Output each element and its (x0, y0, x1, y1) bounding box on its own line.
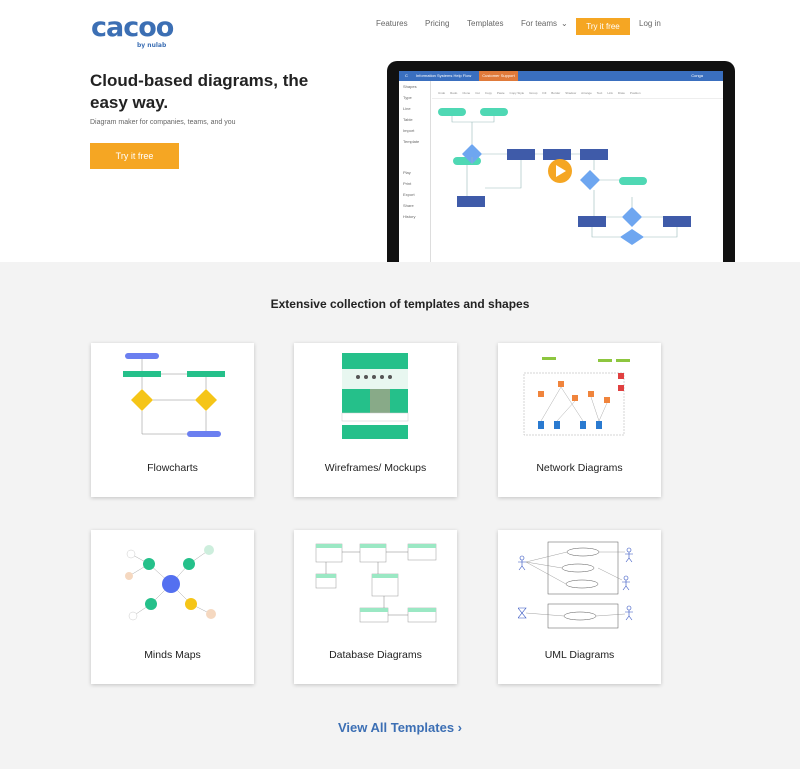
flowchart-canvas (438, 108, 691, 245)
wireframe-thumbnail (341, 353, 409, 439)
view-all-templates-link[interactable]: View All Templates › (337, 720, 463, 735)
card-label: Flowcharts (147, 462, 198, 474)
network-thumbnail (523, 357, 630, 436)
tool-cut[interactable]: Cut (475, 91, 480, 95)
hero-title: Cloud-based diagrams, the easy way. (90, 71, 309, 112)
sidebar-item-export[interactable]: Export (403, 192, 415, 197)
template-card-database[interactable]: Database Diagrams (294, 530, 457, 684)
sidebar-item-history[interactable]: History (403, 214, 416, 219)
doc-title: Information Systems Help Flow (415, 73, 472, 78)
card-label: UML Diagrams (544, 649, 615, 661)
tool-border[interactable]: Border (551, 91, 561, 95)
tool-copy[interactable]: Copy (484, 91, 492, 95)
template-card-mindmaps[interactable]: Minds Maps (91, 530, 254, 684)
sidebar-item-import[interactable]: Import (403, 128, 415, 133)
nav-templates[interactable]: Templates (467, 19, 504, 28)
section-title: Extensive collection of templates and sh… (270, 297, 530, 311)
nav-features[interactable]: Features (376, 19, 408, 28)
sidebar-item-play[interactable]: Play (403, 170, 411, 175)
hero-subtitle: Diagram maker for companies, teams, and … (90, 119, 236, 126)
tool-redo[interactable]: Redo (450, 91, 458, 95)
folder-badge: Customer Support (479, 71, 518, 81)
app-sidebar: Shapes Type Line Table Import Template Play Pri… (399, 81, 431, 262)
sidebar-item-shapes[interactable]: Shapes (403, 84, 417, 89)
uml-thumbnail (518, 541, 633, 629)
cacoo-logo[interactable]: cacoo by nulab (91, 12, 174, 49)
sidebar-item-share[interactable]: Share (403, 203, 414, 208)
nav-login[interactable]: Log in (639, 19, 661, 28)
sidebar-item-line[interactable]: Line (403, 106, 411, 111)
tool-paste[interactable]: Paste (496, 91, 505, 95)
app-toolbar: Undo Redo Clone Cut Copy Paste Copy Style Group… (432, 81, 723, 99)
tool-undo[interactable]: Undo (438, 91, 446, 95)
tool-clone[interactable]: Clone (462, 91, 471, 95)
tool-link[interactable]: Link (607, 91, 613, 95)
hero-try-free-button[interactable]: Try it free (90, 143, 179, 169)
template-card-wireframes[interactable]: Wireframes/ Mockups (294, 343, 457, 497)
database-thumbnail (315, 543, 437, 623)
mindmap-thumbnail (125, 545, 216, 621)
card-label: Database Diagrams (329, 649, 422, 661)
sidebar-item-table[interactable]: Table (403, 117, 413, 122)
user-name: Conga (691, 73, 703, 78)
app-logo-icon: C (405, 73, 408, 78)
nav-for-teams[interactable]: For teams (521, 19, 558, 28)
hero-section: cacoo by nulab Features Pricing Templates… (0, 0, 800, 262)
tool-fill[interactable]: Fill (542, 91, 547, 95)
chevron-down-icon[interactable]: ⌄ (561, 19, 568, 28)
tool-shadow[interactable]: Shadow (565, 91, 577, 95)
flowchart-thumbnail (123, 353, 225, 437)
tool-arrange[interactable]: Arrange (581, 91, 592, 95)
nav-pricing[interactable]: Pricing (425, 19, 450, 28)
card-label: Wireframes/ Mockups (324, 462, 427, 474)
sidebar-item-print[interactable]: Print (403, 181, 412, 186)
tool-text[interactable]: Text (596, 91, 603, 95)
tool-copy-style[interactable]: Copy Style (509, 91, 525, 95)
tool-position[interactable]: Position (629, 91, 641, 95)
nulab-byline: by nulab (137, 42, 167, 49)
template-card-network[interactable]: Network Diagrams (498, 343, 661, 497)
template-card-uml[interactable]: UML Diagrams (498, 530, 661, 684)
sidebar-item-type[interactable]: Type (403, 95, 412, 100)
tool-draw[interactable]: Draw (617, 91, 625, 95)
card-label: Network Diagrams (536, 462, 623, 474)
app-preview: C Information Systems Help Flow Customer S… (387, 61, 735, 262)
tool-group[interactable]: Group (529, 91, 538, 95)
sidebar-item-template[interactable]: Template (403, 139, 420, 144)
template-card-flowcharts[interactable]: Flowcharts (91, 343, 254, 497)
card-label: Minds Maps (144, 649, 201, 661)
nav-try-free-button[interactable]: Try it free (576, 18, 630, 35)
